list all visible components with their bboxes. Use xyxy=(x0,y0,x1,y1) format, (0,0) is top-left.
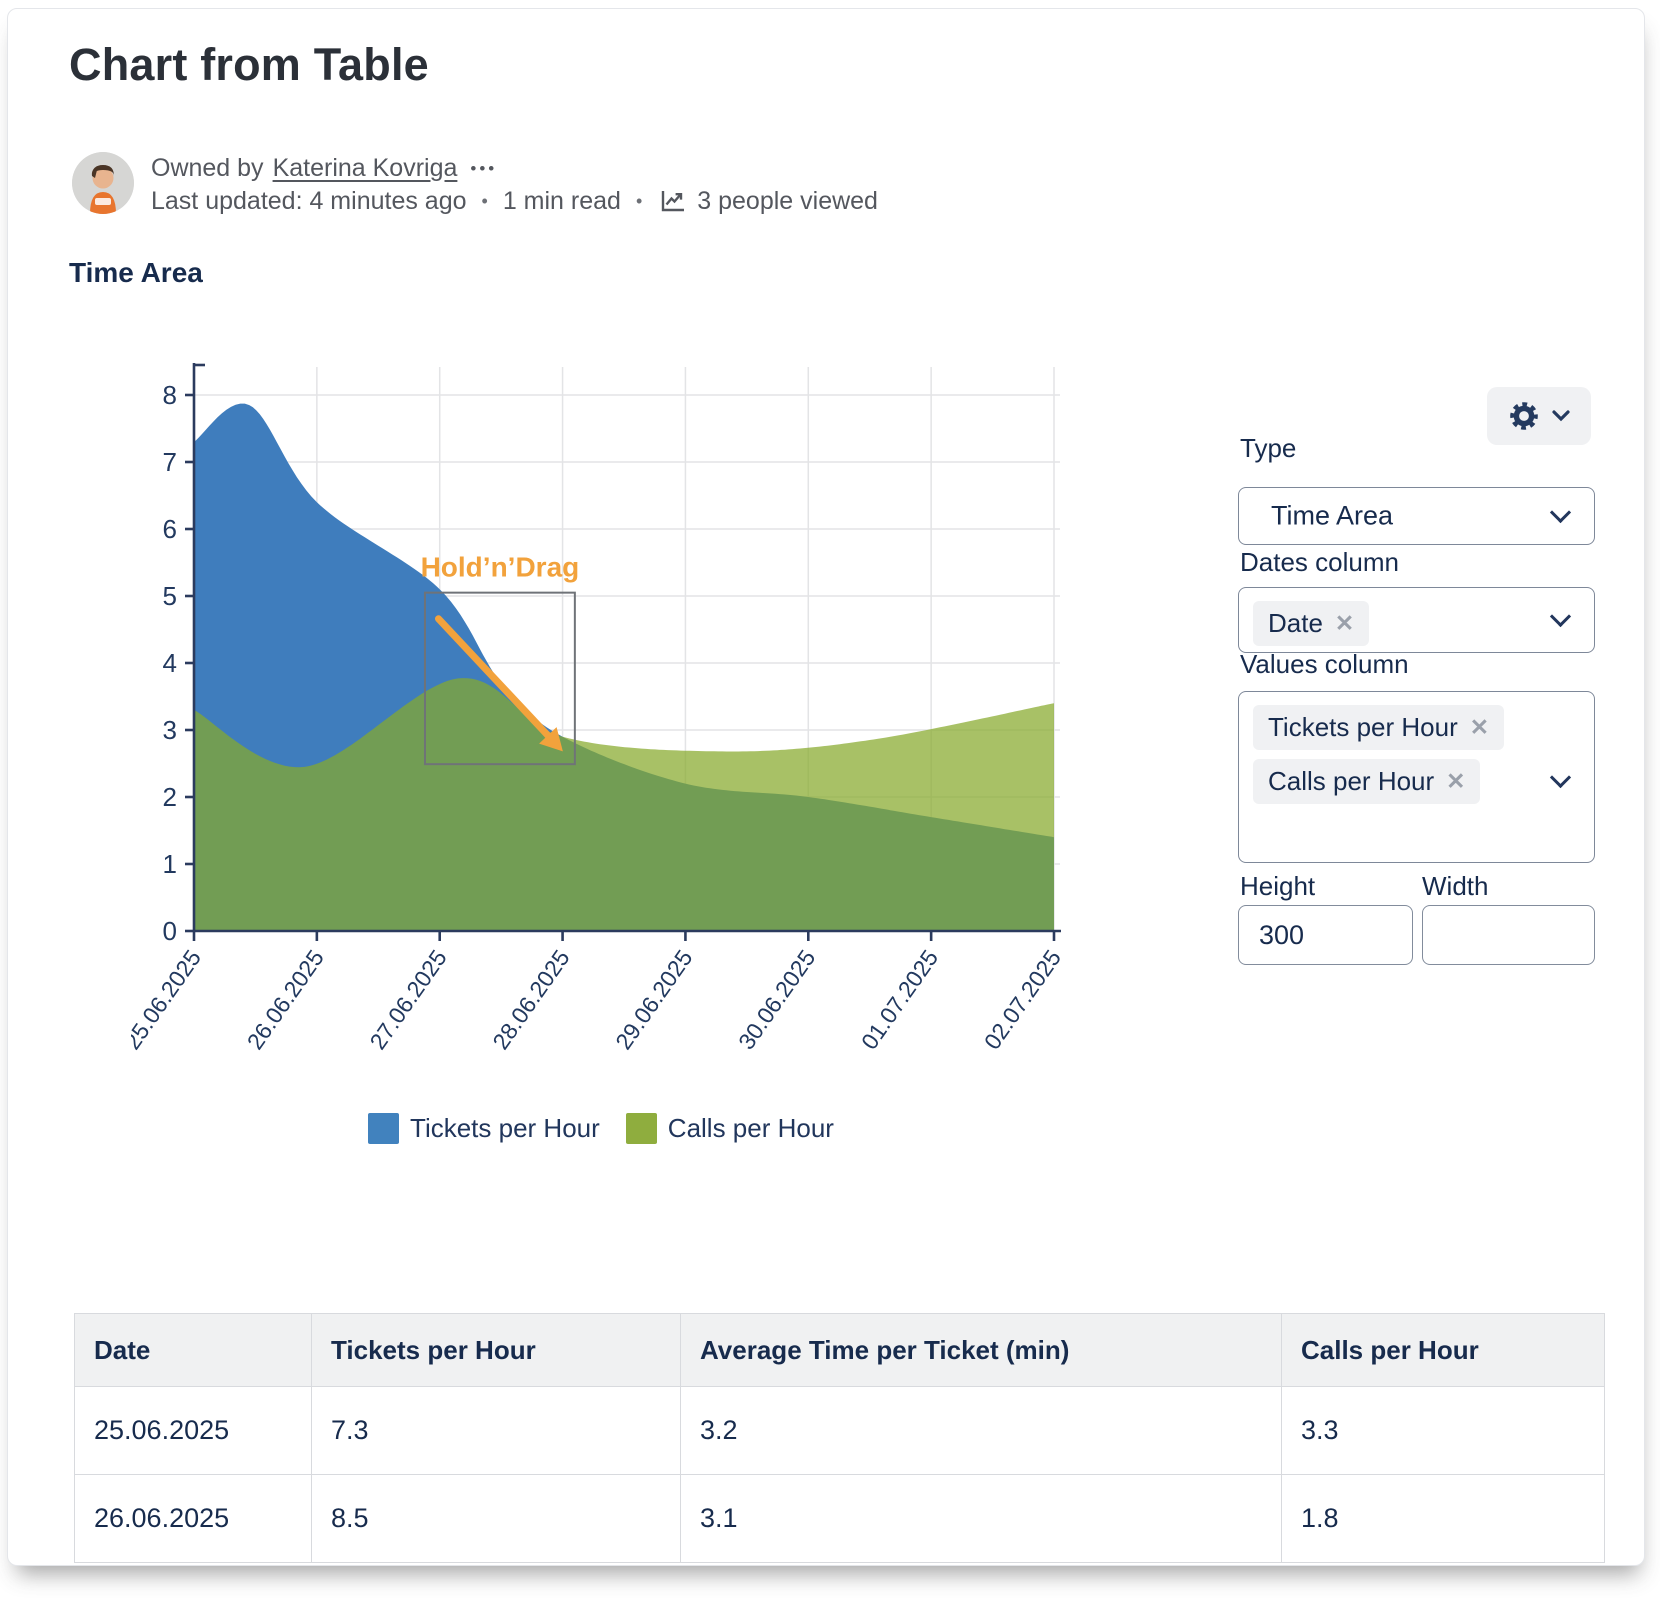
legend-label: Tickets per Hour xyxy=(410,1113,600,1143)
dot-separator: • xyxy=(635,191,643,211)
chevron-down-icon xyxy=(1549,501,1572,524)
svg-text:6: 6 xyxy=(163,514,177,544)
cell-tickets: 8.5 xyxy=(311,1474,681,1563)
svg-text:30.06.2025: 30.06.2025 xyxy=(733,945,820,1054)
svg-text:02.07.2025: 02.07.2025 xyxy=(979,945,1066,1054)
byline-owner-row: Owned by Katerina Kovriga ••• xyxy=(151,152,878,185)
chevron-down-icon xyxy=(1552,410,1570,422)
type-label: Type xyxy=(1240,433,1297,463)
svg-text:Hold’n’Drag: Hold’n’Drag xyxy=(421,552,580,583)
type-select-value: Time Area xyxy=(1271,500,1394,531)
page-title: Chart from Table xyxy=(69,39,429,90)
cell-avg-time: 3.2 xyxy=(680,1386,1282,1475)
avatar-image xyxy=(72,152,134,214)
avatar[interactable] xyxy=(72,152,134,214)
col-header-avg-time: Average Time per Ticket (min) xyxy=(680,1313,1282,1387)
chevron-down-icon xyxy=(1549,766,1572,789)
dot-separator: • xyxy=(481,191,488,211)
source-table: Date Tickets per Hour Average Time per T… xyxy=(74,1313,1605,1563)
svg-text:29.06.2025: 29.06.2025 xyxy=(610,945,697,1054)
byline: Owned by Katerina Kovriga ••• Last updat… xyxy=(151,152,878,218)
svg-text:01.07.2025: 01.07.2025 xyxy=(856,945,943,1054)
tag-tickets-per-hour[interactable]: Tickets per Hour ✕ xyxy=(1253,705,1505,750)
type-select[interactable]: Time Area xyxy=(1238,487,1595,545)
owned-by-label: Owned by xyxy=(151,154,264,182)
tag-label: Tickets per Hour xyxy=(1268,712,1458,742)
cell-calls: 1.8 xyxy=(1281,1474,1605,1563)
svg-text:7: 7 xyxy=(163,447,177,477)
chevron-down-icon xyxy=(1549,605,1572,628)
owner-link[interactable]: Katerina Kovriga xyxy=(272,154,458,182)
cell-tickets: 7.3 xyxy=(311,1386,681,1475)
values-column-label: Values column xyxy=(1240,649,1409,679)
table-header-row: Date Tickets per Hour Average Time per T… xyxy=(74,1313,1605,1387)
svg-text:25.06.2025: 25.06.2025 xyxy=(131,945,206,1054)
cell-calls: 3.3 xyxy=(1281,1386,1605,1475)
col-header-calls: Calls per Hour xyxy=(1281,1313,1605,1387)
cell-avg-time: 3.1 xyxy=(680,1474,1282,1563)
col-header-tickets: Tickets per Hour xyxy=(311,1313,681,1387)
legend-label: Calls per Hour xyxy=(667,1113,834,1143)
tag-label: Date xyxy=(1268,608,1323,638)
remove-tag-icon[interactable]: ✕ xyxy=(1469,714,1490,740)
analytics-trend-icon xyxy=(659,188,686,215)
last-updated-text[interactable]: Last updated: 4 minutes ago xyxy=(151,187,467,215)
legend-item-tickets[interactable]: Tickets per Hour xyxy=(368,1113,600,1144)
page-card: Chart from Table Owned by Katerina Kovri… xyxy=(7,8,1645,1566)
chart-legend: Tickets per Hour Calls per Hour xyxy=(131,1113,1071,1144)
width-input[interactable] xyxy=(1422,905,1595,965)
svg-text:26.06.2025: 26.06.2025 xyxy=(242,945,329,1054)
gear-icon xyxy=(1510,402,1538,430)
height-label: Height xyxy=(1240,871,1316,901)
dates-column-select[interactable]: Date ✕ xyxy=(1238,587,1595,653)
people-viewed-text[interactable]: 3 people viewed xyxy=(697,187,878,215)
values-column-select[interactable]: Tickets per Hour ✕ Calls per Hour ✕ xyxy=(1238,691,1595,863)
chart-canvas[interactable]: 0 1 2 3 4 5 6 7 8 25.06.2025 26.06.2025 27.06.2025 2… xyxy=(119,353,1071,1103)
svg-text:5: 5 xyxy=(163,581,177,611)
width-label: Width xyxy=(1422,871,1489,901)
remove-tag-icon[interactable]: ✕ xyxy=(1446,768,1466,794)
tag-calls-per-hour[interactable]: Calls per Hour ✕ xyxy=(1253,759,1481,804)
tag-date[interactable]: Date ✕ xyxy=(1253,601,1370,646)
byline-meta-row: Last updated: 4 minutes ago • 1 min read… xyxy=(151,185,878,218)
table-row: 26.06.2025 8.5 3.1 1.8 xyxy=(74,1474,1605,1563)
col-header-date: Date xyxy=(74,1313,312,1387)
legend-swatch-blue xyxy=(368,1113,400,1144)
svg-text:28.06.2025: 28.06.2025 xyxy=(487,945,574,1054)
svg-text:2: 2 xyxy=(163,782,177,812)
tag-label: Calls per Hour xyxy=(1268,766,1435,796)
cell-date: 25.06.2025 xyxy=(74,1386,312,1475)
cell-date: 26.06.2025 xyxy=(74,1474,312,1563)
svg-text:4: 4 xyxy=(163,648,177,678)
time-area-chart[interactable]: 0 1 2 3 4 5 6 7 8 25.06.2025 26.06.2025 27.06.2025 2… xyxy=(119,353,1071,1103)
section-title: Time Area xyxy=(69,257,203,288)
legend-swatch-green xyxy=(625,1113,657,1144)
chart-settings-button[interactable] xyxy=(1487,387,1591,445)
svg-text:3: 3 xyxy=(163,715,177,745)
table-row: 25.06.2025 7.3 3.2 3.3 xyxy=(74,1386,1605,1475)
height-input[interactable] xyxy=(1238,905,1413,965)
more-options-icon[interactable]: ••• xyxy=(470,158,498,178)
remove-tag-icon[interactable]: ✕ xyxy=(1334,610,1355,636)
svg-text:27.06.2025: 27.06.2025 xyxy=(364,945,451,1054)
svg-text:8: 8 xyxy=(163,380,177,410)
svg-text:1: 1 xyxy=(163,849,177,879)
svg-text:0: 0 xyxy=(163,916,177,946)
legend-item-calls[interactable]: Calls per Hour xyxy=(625,1113,834,1144)
read-time-text: 1 min read xyxy=(502,187,621,215)
dates-column-label: Dates column xyxy=(1240,547,1399,577)
